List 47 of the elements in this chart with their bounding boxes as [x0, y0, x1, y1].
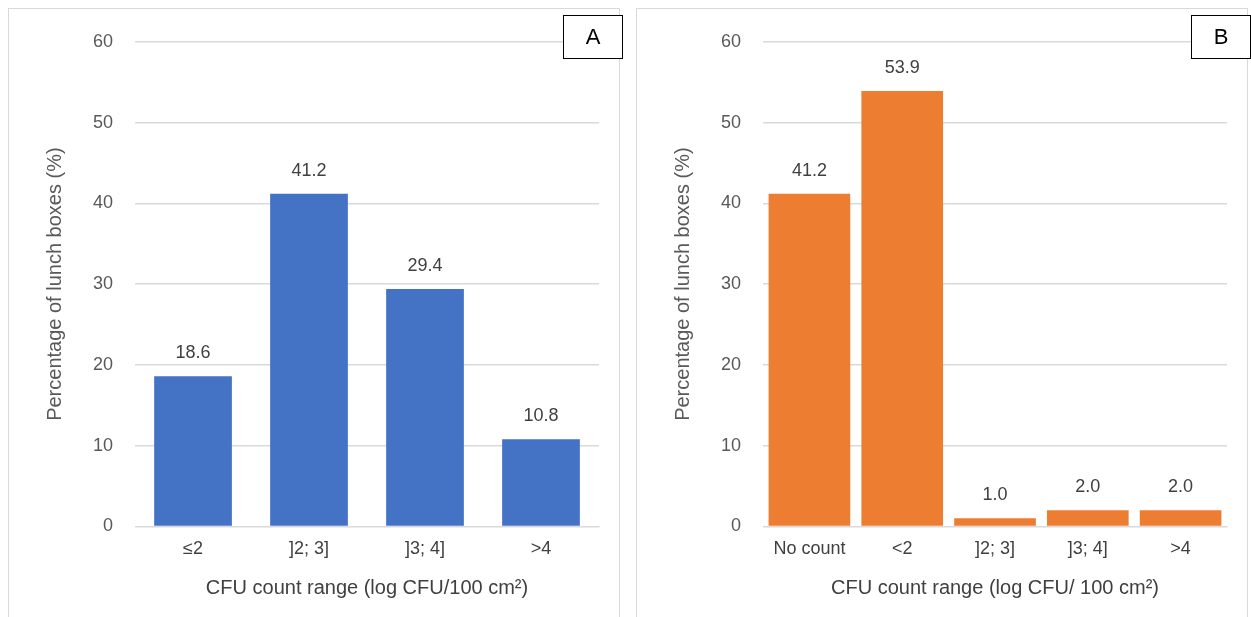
data-label: 1.0	[982, 484, 1008, 505]
data-label: 41.2	[291, 159, 327, 180]
bar	[954, 518, 1036, 526]
bar	[270, 193, 348, 526]
x-axis-title: CFU count range (log CFU/ 100 cm²)	[831, 575, 1159, 598]
y-tick-label: 50	[720, 111, 742, 132]
chart-title: A	[563, 15, 623, 59]
bar	[502, 439, 580, 526]
bar	[386, 288, 464, 526]
y-tick-label: 30	[720, 273, 742, 294]
x-axis-title: CFU count range (log CFU/100 cm²)	[205, 575, 529, 598]
y-tick-label: 10	[92, 434, 114, 455]
x-tick-label: ]3; 4]	[404, 538, 446, 559]
bar	[768, 193, 851, 526]
y-axis-title: Percentage of lunch boxes (%)	[42, 147, 65, 421]
data-label: 41.2	[791, 159, 827, 180]
data-label: 2.0	[1168, 476, 1194, 497]
y-tick-label: 50	[92, 111, 114, 132]
data-label: 53.9	[884, 57, 920, 78]
bar	[154, 376, 232, 526]
bar	[861, 91, 944, 526]
y-tick-label: 40	[720, 192, 742, 213]
y-tick-label: 0	[731, 515, 742, 536]
y-tick-label: 30	[92, 273, 114, 294]
data-label: 10.8	[523, 405, 559, 426]
x-tick-label: >4	[530, 538, 552, 559]
y-tick-label: 20	[720, 353, 742, 374]
y-tick-label: 60	[720, 30, 742, 51]
bar	[1139, 510, 1222, 526]
x-tick-label: ]2; 3]	[975, 538, 1016, 559]
x-tick-label: >4	[1170, 538, 1191, 559]
y-tick-label: 40	[92, 192, 114, 213]
y-tick-label: 10	[720, 434, 742, 455]
y-tick-label: 20	[92, 353, 114, 374]
x-tick-label: <2	[891, 538, 913, 559]
x-tick-label: ≤2	[183, 538, 203, 559]
y-tick-label: 60	[92, 30, 114, 51]
y-tick-label: 0	[103, 515, 114, 536]
y-axis-title: Percentage of lunch boxes (%)	[670, 147, 693, 421]
chart-title: B	[1191, 15, 1251, 59]
data-label: 18.6	[175, 342, 211, 363]
x-tick-label: ]2; 3]	[289, 538, 330, 559]
x-tick-label: ]3; 4]	[1067, 538, 1108, 559]
x-tick-label: No count	[773, 538, 846, 559]
data-label: 29.4	[407, 254, 443, 275]
data-label: 2.0	[1075, 476, 1101, 497]
bar	[1046, 510, 1129, 526]
